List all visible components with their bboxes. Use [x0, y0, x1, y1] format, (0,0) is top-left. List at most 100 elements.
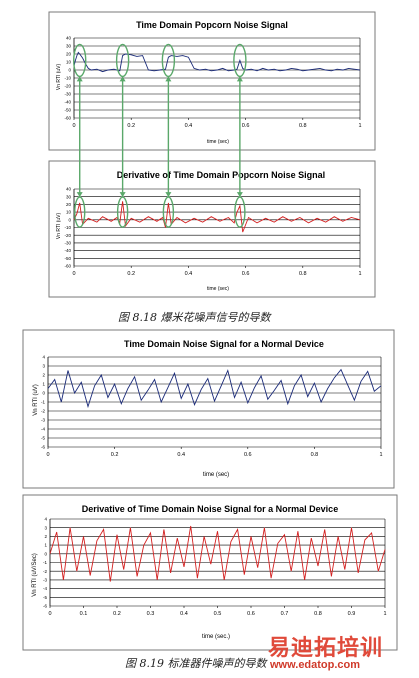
y-tick-labels: 40 30 20 10 0 -10 -20 -30 -40 -50 -60: [64, 187, 71, 269]
x-tick-label: 0.8: [299, 123, 307, 129]
arrow-head: [119, 192, 126, 198]
y-tick-label: -6: [41, 445, 45, 450]
x-tick-label: 0.4: [185, 123, 193, 129]
x-tick-labels: 0 0.2 0.4 0.6 0.8 1: [72, 271, 361, 277]
y-tick-label: -1: [41, 400, 45, 405]
y-tick-label: 1: [42, 382, 45, 387]
chart-frame: [22, 494, 398, 651]
y-tick-label: 1: [44, 543, 47, 548]
arrow-head: [76, 192, 83, 198]
x-tick-label: 0.4: [185, 271, 193, 277]
y-axis-label: Vn RTI (uV/Sec): [32, 553, 38, 597]
chart-title: Time Domain Noise Signal for a Normal De…: [124, 339, 324, 349]
chart-frame: [48, 11, 376, 151]
y-tick-label: -50: [64, 108, 71, 113]
x-tick-label: 0.6: [242, 123, 250, 129]
grid: [73, 188, 361, 268]
x-tick-labels: 0 0.1 0.2 0.3 0.4 0.5 0.6 0.7 0.8 0.9 1: [48, 611, 386, 617]
x-tick-label: 0.8: [311, 452, 319, 458]
x-tick-label: 0: [72, 271, 75, 277]
chart-popcorn-derivative: Derivative of Time Domain Popcorn Noise …: [48, 160, 376, 298]
chart-title: Derivative of Time Domain Noise Signal f…: [82, 504, 338, 514]
chart-popcorn-signal: Time Domain Popcorn Noise Signal Vn RTI …: [48, 11, 376, 151]
figure-caption-8-19: 图 8.19 标准器件噪声的导数: [125, 657, 267, 670]
transition-markers: [73, 43, 247, 228]
x-axis-label: time (sec.): [202, 634, 230, 640]
figure-caption-8-18: 图 8.18 爆米花噪声信号的导数: [118, 311, 271, 324]
y-tick-label: -1: [43, 560, 47, 565]
y-tick-label: 40: [66, 187, 72, 192]
x-tick-label: 0.1: [80, 611, 88, 617]
series-line: [47, 368, 382, 409]
chart-normal-derivative: Derivative of Time Domain Noise Signal f…: [22, 494, 398, 651]
x-tick-label: 0.2: [127, 123, 135, 129]
y-tick-label: 0: [68, 68, 71, 73]
x-tick-label: 0.6: [244, 452, 252, 458]
arrow-head: [236, 76, 243, 82]
y-tick-labels: 40 30 20 10 0 -10 -20 -30 -40 -50 -60: [64, 36, 71, 121]
x-tick-label: 0: [46, 452, 49, 458]
y-tick-label: -3: [41, 418, 45, 423]
y-axis-label: Vn RTI (uV): [33, 384, 39, 416]
y-axis-label: Vn RTI (uV): [56, 64, 62, 91]
x-tick-label: 1: [358, 123, 361, 129]
y-tick-label: 20: [66, 202, 72, 207]
x-tick-label: 0.4: [180, 611, 188, 617]
watermark-url: www.edatop.com: [270, 659, 361, 671]
x-tick-label: 0.6: [247, 611, 255, 617]
y-tick-label: -10: [64, 225, 71, 230]
y-tick-label: -10: [64, 76, 71, 81]
x-tick-label: 0.9: [348, 611, 356, 617]
y-tick-label: 10: [66, 210, 72, 215]
x-axis-label: time (sec): [207, 139, 229, 145]
series-line: [73, 51, 361, 73]
chart-title: Derivative of Time Domain Popcorn Noise …: [117, 170, 325, 180]
x-axis-label: time (sec): [207, 286, 229, 292]
arrow-head: [236, 192, 243, 198]
y-tick-label: -60: [64, 264, 71, 269]
y-tick-label: 0: [44, 551, 47, 556]
x-tick-labels: 0 0.2 0.4 0.6 0.8 1: [46, 452, 382, 458]
arrow-head: [119, 76, 126, 82]
arrow-head: [165, 76, 172, 82]
x-tick-label: 1: [358, 271, 361, 277]
y-tick-label: -40: [64, 248, 71, 253]
y-tick-label: -5: [43, 595, 47, 600]
arrow-head: [76, 76, 83, 82]
y-tick-label: 2: [42, 373, 45, 378]
x-tick-label: 0.3: [147, 611, 155, 617]
y-tick-label: 0: [68, 217, 71, 222]
x-tick-label: 0.8: [299, 271, 307, 277]
y-tick-label: -20: [64, 84, 71, 89]
x-tick-label: 0.7: [281, 611, 289, 617]
y-tick-label: 3: [44, 525, 47, 530]
chart-frame: [22, 329, 395, 489]
y-tick-label: 20: [66, 52, 72, 57]
x-tick-labels: 0 0.2 0.4 0.6 0.8 1: [72, 123, 361, 129]
y-tick-label: -60: [64, 116, 71, 121]
x-tick-label: 0: [48, 611, 51, 617]
x-tick-label: 1: [383, 611, 386, 617]
y-tick-label: 40: [66, 36, 72, 41]
x-tick-label: 0.5: [214, 611, 222, 617]
x-tick-label: 0: [72, 123, 75, 129]
y-tick-labels: 4 3 2 1 0 -1 -2 -3 -4 -5 -6: [43, 517, 48, 609]
y-tick-label: -2: [43, 569, 47, 574]
series-line: [49, 525, 386, 582]
y-tick-label: -5: [41, 436, 45, 441]
y-tick-label: -3: [43, 578, 47, 583]
chart-frame: [48, 160, 376, 298]
series-line: [73, 201, 361, 233]
x-tick-label: 1: [379, 452, 382, 458]
y-tick-label: 30: [66, 44, 72, 49]
y-tick-label: 3: [42, 364, 45, 369]
y-axis-label: Vn RTI (uV): [56, 213, 62, 240]
y-tick-label: -4: [43, 586, 47, 591]
y-tick-label: -20: [64, 233, 71, 238]
y-tick-label: 4: [44, 517, 47, 522]
x-tick-label: 0.2: [113, 611, 121, 617]
arrow-head: [165, 192, 172, 198]
y-tick-label: -6: [43, 604, 47, 609]
x-tick-label: 0.2: [127, 271, 135, 277]
